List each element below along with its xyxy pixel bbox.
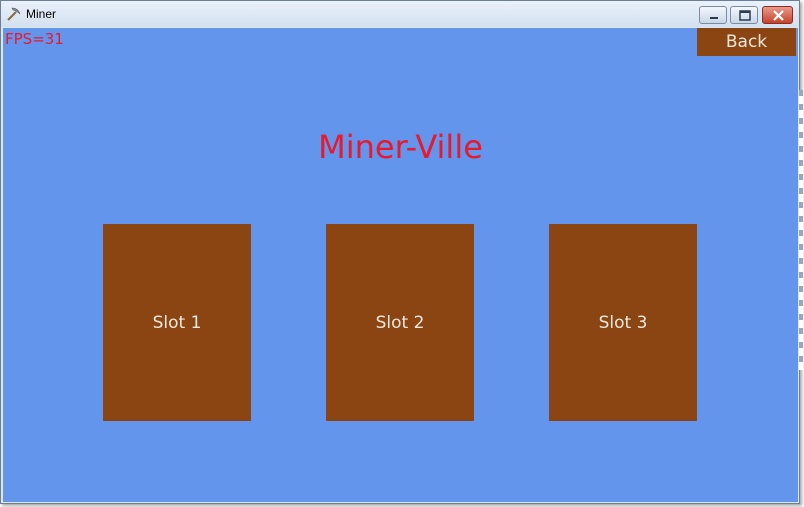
window-title: Miner xyxy=(26,7,57,21)
game-title: Miner-Ville xyxy=(318,128,483,166)
close-button[interactable] xyxy=(762,6,793,24)
close-icon xyxy=(773,10,784,21)
maximize-icon xyxy=(739,10,751,21)
save-slot-2-button[interactable]: Slot 2 xyxy=(326,224,474,421)
title-bar[interactable]: Miner xyxy=(1,1,799,27)
slot-label: Slot 3 xyxy=(598,312,648,333)
save-slot-3-button[interactable]: Slot 3 xyxy=(549,224,697,421)
background-window-edge xyxy=(799,90,803,370)
back-button[interactable]: Back xyxy=(697,28,796,56)
maximize-button[interactable] xyxy=(730,6,758,24)
slot-label: Slot 2 xyxy=(375,312,425,333)
pickaxe-icon xyxy=(6,6,22,22)
slot-label: Slot 1 xyxy=(152,312,202,333)
fps-counter: FPS=31 xyxy=(5,30,64,48)
save-slot-1-button[interactable]: Slot 1 xyxy=(103,224,251,421)
game-canvas: FPS=31 Back Miner-Ville Slot 1 Slot 2 Sl… xyxy=(3,28,798,502)
minimize-icon xyxy=(710,17,718,19)
minimize-button[interactable] xyxy=(699,6,727,24)
